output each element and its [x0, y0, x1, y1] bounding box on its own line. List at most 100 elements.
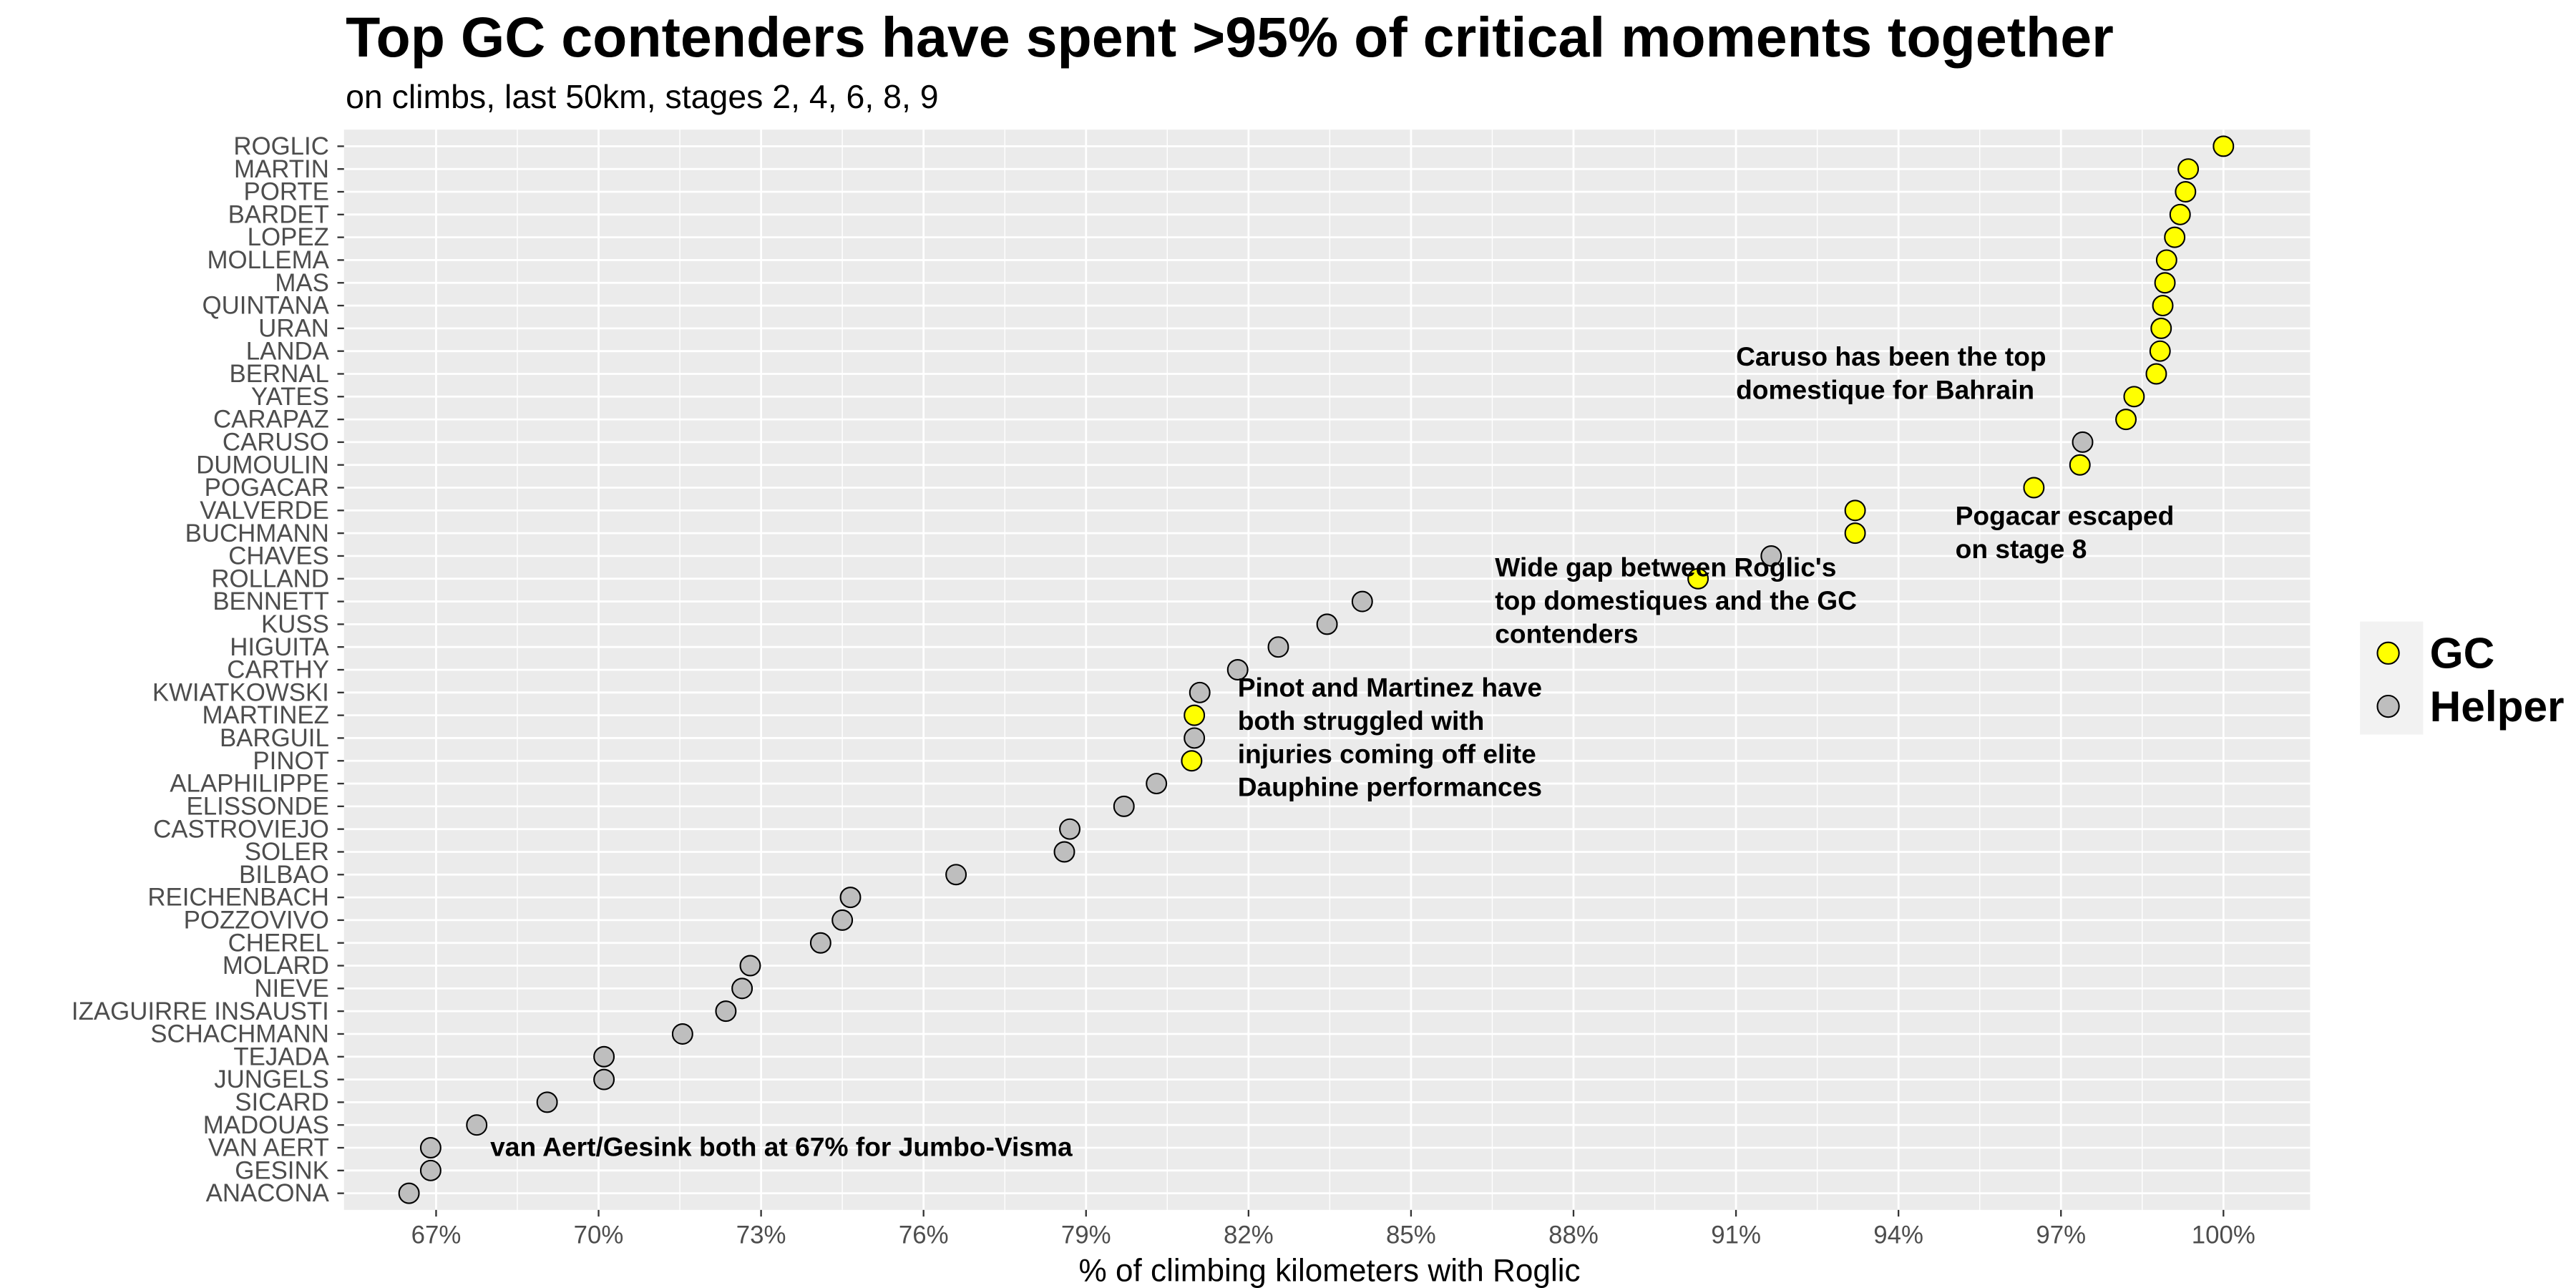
y-tick-label: IZAGUIRRE INSAUSTI — [72, 997, 329, 1025]
y-tick-label: PINOT — [253, 747, 328, 775]
point-uran — [2150, 317, 2172, 339]
y-tick-label: CARUSO — [223, 429, 329, 457]
point-kuss — [1316, 613, 1338, 635]
point-nieve — [731, 977, 753, 1000]
y-tick-label: PORTE — [244, 178, 329, 206]
legend-key-box — [2360, 621, 2424, 735]
y-tick-label: LOPEZ — [248, 223, 329, 251]
y-axis: ROGLICMARTINPORTEBARDETLOPEZMOLLEMAMASQU… — [72, 132, 344, 1207]
point-mas — [2154, 272, 2176, 294]
annotation-text: Caruso has been the top — [1736, 341, 2046, 371]
y-tick-label: MAS — [275, 269, 328, 297]
point-barguil — [1184, 727, 1206, 749]
y-tick-label: MOLARD — [223, 952, 329, 980]
legend-swatch-gc — [2376, 641, 2400, 665]
point-bernal — [2145, 363, 2167, 385]
point-cherel — [809, 932, 831, 954]
point-anacona — [398, 1182, 420, 1204]
point-rolland — [1687, 567, 1709, 590]
y-tick-label: BUCHMANN — [185, 519, 329, 547]
x-tick-label: 88% — [1548, 1221, 1599, 1249]
point-pinot — [1181, 750, 1203, 772]
point-dumoulin — [2069, 454, 2091, 476]
point-porte — [2175, 181, 2197, 203]
y-tick-label: HIGUITA — [230, 633, 329, 661]
legend-label-helper: Helper — [2430, 682, 2565, 731]
y-tick-label: ALAPHILIPPE — [170, 770, 329, 798]
point-carthy — [1226, 659, 1249, 680]
y-tick-label: ELISSONDE — [186, 792, 328, 820]
point-bennett — [1351, 590, 1373, 613]
point-pozzovivo — [831, 909, 854, 931]
x-axis-label: % of climbing kilometers with Roglic — [1079, 1254, 1581, 1288]
y-tick-label: CARTHY — [227, 656, 329, 684]
y-tick-label: ROLLAND — [211, 565, 329, 592]
point-jungels — [593, 1068, 615, 1091]
y-tick-label: URAN — [258, 314, 329, 342]
point-soler — [1053, 841, 1075, 863]
y-tick-label: QUINTANA — [202, 292, 329, 320]
y-tick-label: MARTIN — [234, 155, 329, 183]
annotation-text: top domestiques and the GC — [1495, 585, 1857, 615]
y-tick-label: CHEREL — [228, 929, 329, 957]
annotation-text: both struggled with — [1238, 706, 1485, 736]
point-izaguirre-insausti — [715, 1000, 737, 1023]
y-tick-label: TEJADA — [233, 1043, 329, 1070]
y-tick-label: VAN AERT — [208, 1134, 329, 1162]
point-yates — [2123, 386, 2145, 408]
x-tick-label: 79% — [1061, 1221, 1111, 1249]
annotation-text: contenders — [1495, 619, 1638, 649]
y-tick-label: CARAPAZ — [213, 406, 329, 434]
y-tick-label: CHAVES — [228, 542, 329, 570]
annotation-text: Pinot and Martinez have — [1238, 672, 1542, 702]
point-lopez — [2164, 226, 2186, 248]
y-tick-label: POZZOVIVO — [184, 907, 329, 935]
x-tick-label: 85% — [1386, 1221, 1436, 1249]
point-molard — [739, 955, 761, 977]
x-tick-label: 82% — [1224, 1221, 1274, 1249]
y-tick-label: LANDA — [246, 337, 330, 365]
x-axis: 67% 70% 73% 76% 79% 82% 85% 88% 91% 94% 97% 100% — [411, 1209, 2255, 1249]
point-schachmann — [671, 1023, 693, 1045]
x-tick-label: 94% — [1873, 1221, 1923, 1249]
point-gesink — [419, 1159, 441, 1181]
annotation-text: domestique for Bahrain — [1736, 374, 2034, 404]
y-tick-label: DUMOULIN — [196, 451, 329, 479]
y-tick-label: BARDET — [228, 200, 329, 228]
point-tejada — [593, 1045, 615, 1068]
annotation-text: Pogacar escaped — [1956, 501, 2175, 531]
annotation-text: on stage 8 — [1956, 534, 2087, 564]
y-tick-label: SICARD — [235, 1088, 329, 1116]
legend-label-gc: GC — [2430, 629, 2495, 678]
point-valverde — [1844, 499, 1866, 522]
x-tick-label: 97% — [2036, 1221, 2086, 1249]
y-tick-label: KUSS — [261, 610, 329, 638]
y-tick-label: KWIATKOWSKI — [152, 678, 329, 706]
point-chaves — [1760, 545, 1782, 567]
annotation-text: van Aert/Gesink both at 67% for Jumbo-Vi… — [490, 1132, 1073, 1162]
x-tick-label: 76% — [899, 1221, 949, 1249]
point-higuita — [1267, 636, 1289, 658]
y-tick-label: REICHENBACH — [147, 884, 329, 912]
y-tick-label: VALVERDE — [200, 497, 329, 525]
data-points — [398, 135, 2235, 1204]
y-tick-label: JUNGELS — [214, 1065, 329, 1093]
point-mollema — [2155, 249, 2177, 271]
point-martinez — [1184, 704, 1206, 726]
y-tick-label: BERNAL — [229, 360, 328, 388]
chart-subtitle: on climbs, last 50km, stages 2, 4, 6, 8,… — [346, 78, 939, 115]
point-carapaz — [2115, 409, 2137, 431]
y-tick-label: SOLER — [245, 838, 329, 866]
y-tick-label: MOLLEMA — [208, 246, 330, 274]
y-tick-label: YATES — [251, 383, 329, 411]
y-tick-label: SCHACHMANN — [150, 1020, 329, 1048]
x-tick-label: 73% — [736, 1221, 786, 1249]
point-castroviejo — [1059, 818, 1081, 840]
legend-swatch-helper — [2376, 694, 2400, 718]
point-bilbao — [945, 864, 967, 886]
y-tick-label: ANACONA — [206, 1179, 330, 1207]
annotation-text: Wide gap between Roglic's — [1495, 552, 1836, 582]
